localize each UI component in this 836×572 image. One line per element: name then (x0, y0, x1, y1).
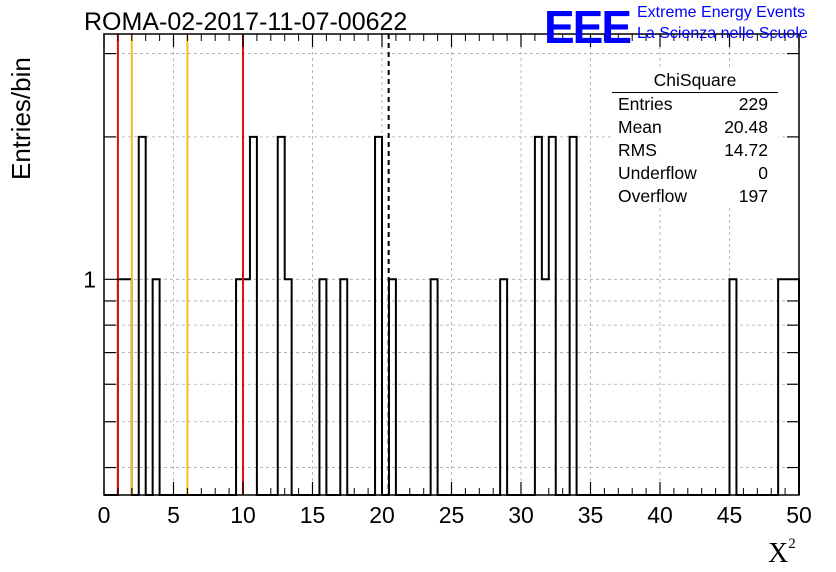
stats-row-rms: RMS 14.72 (612, 139, 778, 162)
stats-label: RMS (618, 140, 657, 160)
x-axis-label-sup: 2 (788, 535, 796, 552)
stats-value: 20.48 (724, 117, 768, 137)
stats-row-entries: Entries 229 (612, 93, 778, 116)
y-tick-label: 1 (83, 266, 96, 292)
stats-value: 229 (738, 94, 768, 114)
stats-label: Entries (618, 94, 673, 114)
logo-line-1: Extreme Energy Events (637, 4, 806, 21)
stats-value: 14.72 (724, 140, 768, 160)
x-axis-label-main: X (768, 538, 789, 569)
y-axis-label: Entries/bin (6, 57, 36, 180)
stats-row-overflow: Overflow 197 (612, 185, 778, 208)
x-tick-label: 15 (300, 502, 326, 528)
reference-lines-layer (116, 34, 390, 495)
stats-title: ChiSquare (612, 68, 778, 93)
x-tick-label: 0 (98, 502, 111, 528)
logo-line-2: La Scienza nelle Scuole (637, 25, 808, 42)
stats-label: Mean (618, 117, 662, 137)
stats-value: 0 (758, 163, 768, 183)
ticks-layer: 0 5 10 15 20 25 30 35 40 45 50 1 (83, 34, 812, 528)
x-tick-label: 40 (647, 502, 673, 528)
eee-logo: EEE (544, 1, 632, 53)
stats-row-underflow: Underflow 0 (612, 162, 778, 185)
x-tick-label: 35 (578, 502, 604, 528)
stats-box: ChiSquare Entries 229 Mean 20.48 RMS 14.72 … (612, 68, 778, 208)
x-tick-label: 10 (230, 502, 256, 528)
x-tick-label: 50 (786, 502, 812, 528)
x-tick-label: 30 (508, 502, 534, 528)
stats-label: Overflow (618, 186, 688, 206)
stats-row-mean: Mean 20.48 (612, 116, 778, 139)
x-tick-label: 45 (717, 502, 743, 528)
stats-value: 197 (738, 186, 768, 206)
x-tick-label: 20 (369, 502, 395, 528)
x-axis-label: X2 (768, 535, 796, 570)
stats-label: Underflow (618, 163, 697, 183)
chart-title: ROMA-02-2017-11-07-00622 (84, 8, 408, 36)
x-tick-label: 5 (167, 502, 180, 528)
x-tick-label: 25 (439, 502, 465, 528)
